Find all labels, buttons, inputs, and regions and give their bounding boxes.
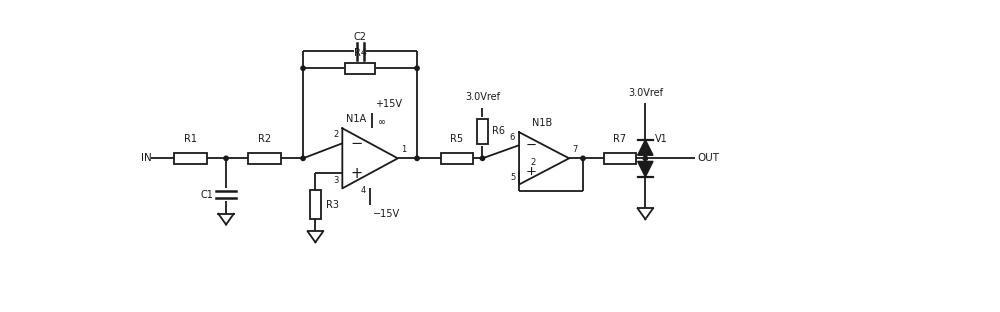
Text: IN: IN xyxy=(141,153,152,163)
Bar xyxy=(604,153,636,164)
Polygon shape xyxy=(638,140,653,155)
Text: 1: 1 xyxy=(401,145,406,154)
Text: +: + xyxy=(350,166,362,181)
Circle shape xyxy=(301,156,305,160)
Text: 5: 5 xyxy=(510,173,515,182)
Text: R4: R4 xyxy=(354,48,367,58)
Text: R3: R3 xyxy=(326,200,339,210)
Text: +15V: +15V xyxy=(375,99,402,109)
Text: −15V: −15V xyxy=(373,209,400,219)
Text: R5: R5 xyxy=(450,134,464,144)
Text: R6: R6 xyxy=(492,126,505,136)
Text: OUT: OUT xyxy=(697,153,719,163)
Text: V1: V1 xyxy=(655,134,668,144)
Text: C1: C1 xyxy=(201,189,214,199)
Bar xyxy=(477,119,488,144)
Text: N1B: N1B xyxy=(532,118,553,128)
Text: 2: 2 xyxy=(531,158,536,167)
Text: R1: R1 xyxy=(184,134,197,144)
Circle shape xyxy=(415,66,419,71)
Circle shape xyxy=(301,66,305,71)
Bar xyxy=(310,190,321,219)
Bar xyxy=(248,153,281,164)
Circle shape xyxy=(224,156,228,160)
Text: 6: 6 xyxy=(510,133,515,142)
Bar xyxy=(174,153,207,164)
Bar xyxy=(345,63,375,74)
Text: C2: C2 xyxy=(354,32,367,42)
Text: 4: 4 xyxy=(361,186,366,195)
Text: 3: 3 xyxy=(333,176,338,185)
Circle shape xyxy=(480,156,485,160)
Text: R2: R2 xyxy=(258,134,271,144)
Text: −: − xyxy=(526,139,537,152)
Text: +: + xyxy=(526,165,537,178)
Text: ∞: ∞ xyxy=(378,118,386,128)
Text: 7: 7 xyxy=(572,145,578,154)
Circle shape xyxy=(643,156,647,160)
Bar xyxy=(441,153,473,164)
Circle shape xyxy=(415,156,419,160)
Text: −: − xyxy=(350,136,362,151)
Text: 3.0Vref: 3.0Vref xyxy=(628,87,663,98)
Circle shape xyxy=(581,156,585,160)
Text: 2: 2 xyxy=(333,130,338,139)
Polygon shape xyxy=(638,161,653,177)
Text: 3.0Vref: 3.0Vref xyxy=(465,92,500,102)
Text: R7: R7 xyxy=(613,134,626,144)
Text: N1A: N1A xyxy=(346,114,366,124)
